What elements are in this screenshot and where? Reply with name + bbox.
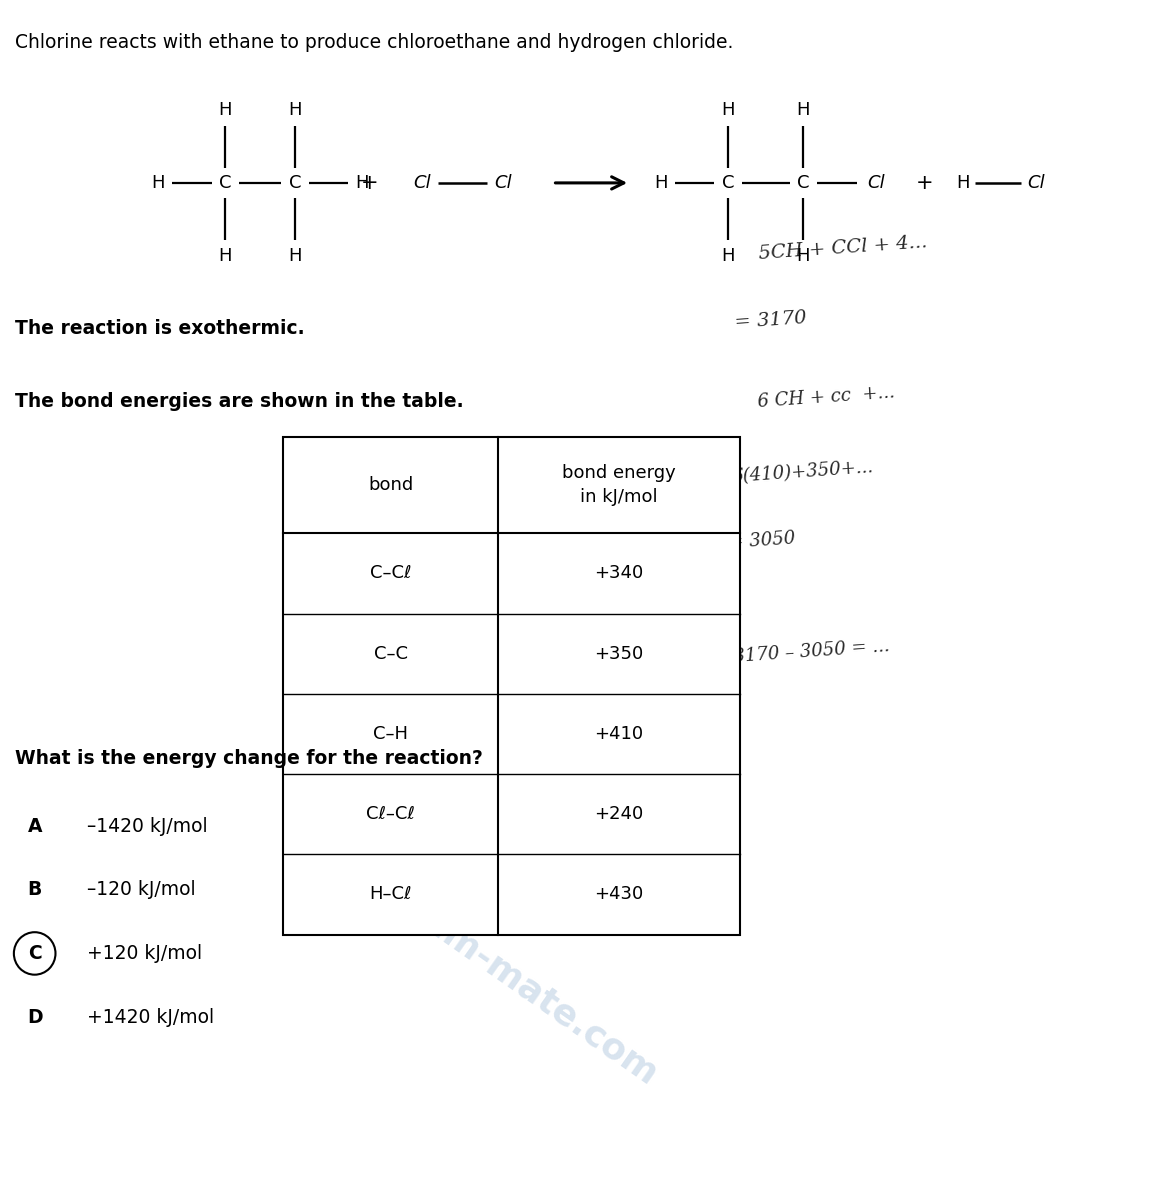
Text: +120 kJ/mol: +120 kJ/mol [87, 944, 202, 963]
Text: +: + [361, 173, 379, 192]
Text: C–H: C–H [373, 725, 408, 743]
Text: Chlorine reacts with ethane to produce chloroethane and hydrogen chloride.: Chlorine reacts with ethane to produce c… [15, 33, 733, 52]
Text: H: H [288, 247, 302, 266]
Text: H: H [151, 173, 165, 192]
Text: bond energy
in kJ/mol: bond energy in kJ/mol [562, 464, 676, 506]
Text: C: C [722, 173, 734, 192]
Text: C: C [289, 173, 301, 192]
Text: +: + [916, 173, 934, 192]
Text: Cl: Cl [413, 173, 431, 192]
Text: C: C [220, 173, 231, 192]
Text: B: B [28, 880, 42, 899]
Text: What is the energy change for the reaction?: What is the energy change for the reacti… [15, 749, 483, 768]
Text: D: D [27, 1008, 43, 1027]
Text: Cl: Cl [867, 173, 885, 192]
Text: The bond energies are shown in the table.: The bond energies are shown in the table… [15, 392, 464, 411]
Text: +1420 kJ/mol: +1420 kJ/mol [87, 1008, 214, 1027]
Text: bond: bond [368, 476, 413, 494]
Text: = 3170: = 3170 [734, 309, 807, 333]
Text: +410: +410 [594, 725, 644, 743]
Text: H: H [796, 100, 810, 119]
Text: +340: +340 [594, 564, 644, 583]
Text: H: H [288, 100, 302, 119]
Text: H: H [721, 100, 735, 119]
Text: 6 CH + cc  +...: 6 CH + cc +... [757, 384, 896, 412]
Text: H–Cℓ: H–Cℓ [369, 885, 412, 904]
Text: C: C [798, 173, 809, 192]
Text: H: H [218, 100, 232, 119]
Text: 3170 – 3050 = ...: 3170 – 3050 = ... [733, 637, 890, 666]
Text: H: H [796, 247, 810, 266]
Text: A: A [28, 817, 42, 835]
Bar [283, 437, 740, 935]
Text: +350: +350 [594, 644, 644, 663]
Text: H: H [355, 173, 369, 192]
Text: H: H [956, 173, 970, 192]
Text: H: H [218, 247, 232, 266]
Text: Cl: Cl [494, 173, 512, 192]
Text: 6(410)+350+...: 6(410)+350+... [732, 458, 875, 486]
Text: –120 kJ/mol: –120 kJ/mol [87, 880, 195, 899]
Text: +240: +240 [594, 805, 644, 824]
Text: av.exam-mate.com: av.exam-mate.com [329, 844, 665, 1092]
Text: The reaction is exothermic.: The reaction is exothermic. [15, 319, 305, 337]
Text: H: H [654, 173, 668, 192]
Text: Cl: Cl [1027, 173, 1045, 192]
Text: C: C [28, 944, 42, 963]
Text: Cℓ–Cℓ: Cℓ–Cℓ [366, 805, 415, 824]
Text: C–Cℓ: C–Cℓ [370, 564, 412, 583]
Text: 5CH + CCl + 4...: 5CH + CCl + 4... [758, 232, 928, 263]
Text: H: H [721, 247, 735, 266]
Text: –1420 kJ/mol: –1420 kJ/mol [87, 817, 207, 835]
Text: C–C: C–C [373, 644, 408, 663]
Text: = 3050: = 3050 [728, 529, 796, 552]
Text: +430: +430 [594, 885, 644, 904]
